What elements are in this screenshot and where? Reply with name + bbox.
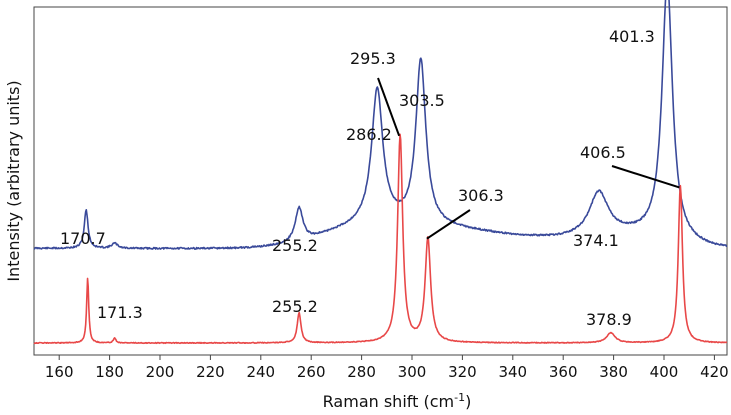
x-tick-label-220: 220 (196, 363, 225, 381)
label-blue-374-1: 374.1 (573, 231, 619, 250)
label-red-306-3: 306.3 (458, 186, 504, 205)
label-red-171-3: 171.3 (97, 303, 143, 322)
label-blue-255-2: 255.2 (272, 236, 318, 255)
x-tick-label-160: 160 (45, 363, 74, 381)
x-tick-label-200: 200 (146, 363, 175, 381)
x-tick-label-240: 240 (246, 363, 275, 381)
leader-295-3 (377, 77, 401, 137)
x-tick-label-380: 380 (599, 363, 628, 381)
x-axis-title: Raman shift (cm-1) (323, 391, 472, 411)
x-tick-label-180: 180 (95, 363, 124, 381)
label-blue-401-3: 401.3 (609, 27, 655, 46)
label-red-378-9: 378.9 (586, 310, 632, 329)
label-blue-170-7: 170.7 (60, 229, 106, 248)
label-blue-303-5: 303.5 (399, 91, 445, 110)
x-axis: 160 180 200 220 240 260 280 300 320 340 360 380 400 4… (45, 355, 729, 381)
x-tick-label-340: 340 (498, 363, 527, 381)
x-tick-label-360: 360 (549, 363, 578, 381)
y-axis-title: Intensity (arbitrary units) (4, 80, 23, 281)
x-tick-label-260: 260 (297, 363, 326, 381)
series-red-line (33, 133, 728, 345)
x-tick-label-300: 300 (398, 363, 427, 381)
label-red-406-5: 406.5 (580, 143, 626, 162)
label-blue-286-2: 286.2 (346, 125, 392, 144)
x-tick-label-280: 280 (347, 363, 376, 381)
series-blue-line (33, 0, 728, 250)
label-red-255-2: 255.2 (272, 297, 318, 316)
label-red-295-3: 295.3 (350, 49, 396, 68)
leader-306-3 (426, 209, 471, 240)
x-tick-label-320: 320 (448, 363, 477, 381)
leader-406-5 (611, 165, 680, 189)
spectra (33, 0, 728, 345)
annotation-leader-lines (377, 77, 680, 240)
peak-labels: 170.7 171.3 255.2 255.2 286.2 295.3 303.… (60, 27, 655, 329)
plot-frame (33, 6, 728, 356)
x-tick-label-400: 400 (650, 363, 679, 381)
x-tick-label-420: 420 (700, 363, 729, 381)
